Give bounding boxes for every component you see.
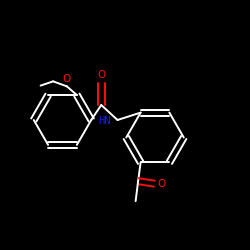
Text: HN: HN [99, 116, 111, 126]
Text: O: O [97, 70, 106, 80]
Text: O: O [157, 179, 165, 189]
Text: O: O [63, 74, 71, 84]
